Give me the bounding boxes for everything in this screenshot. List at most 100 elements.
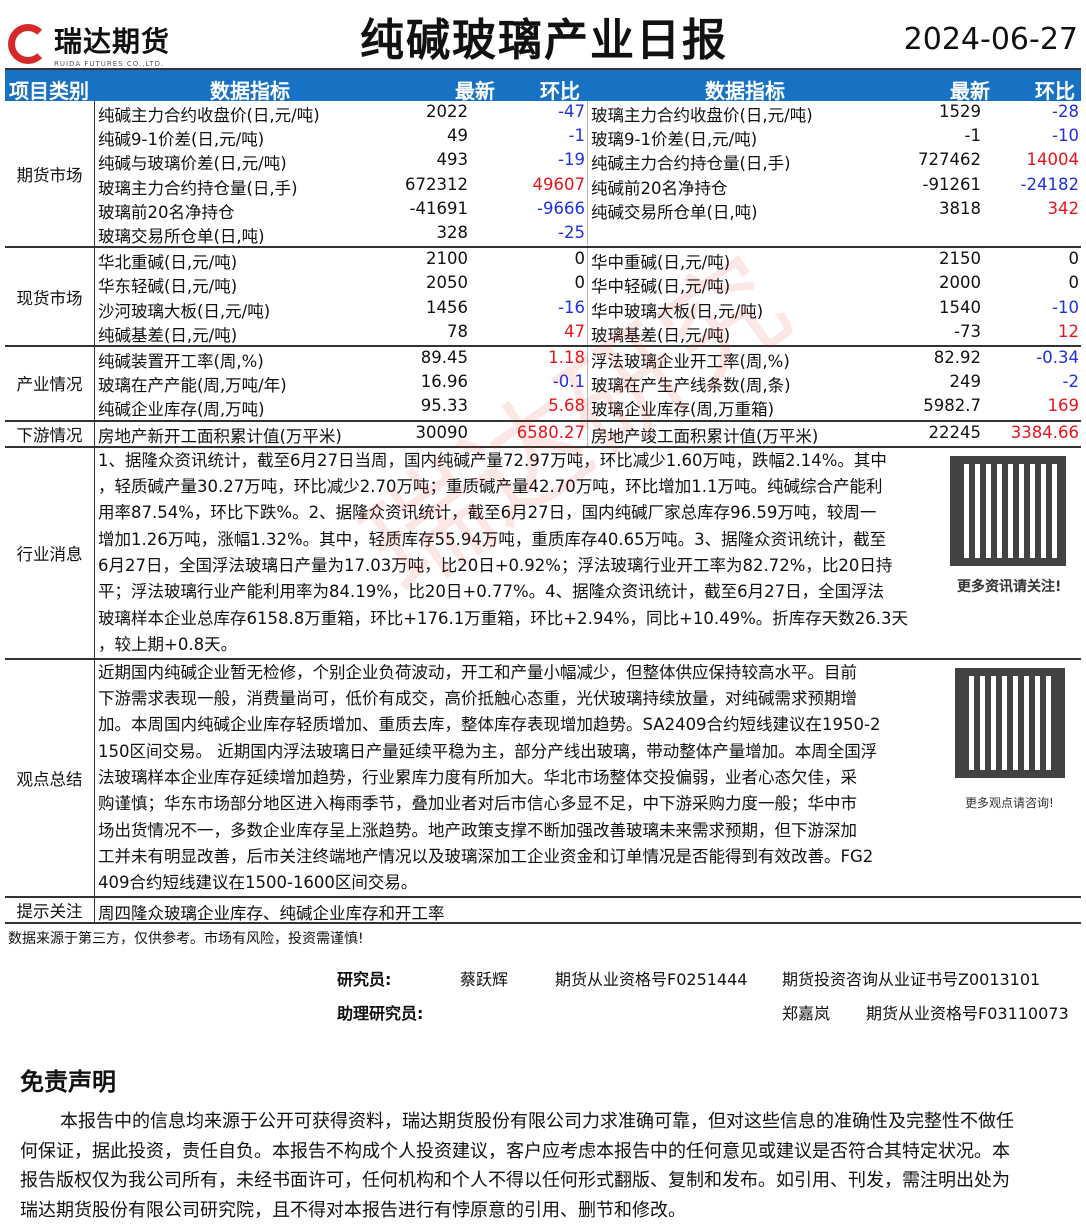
change-value: 1.18 <box>548 347 585 367</box>
latest-value-2: -73 <box>954 321 981 341</box>
section-1: 现货市场 华北重碱(日,元/吨) 2100 0 华中重碱(日,元/吨) 2150 0 华东轻碱… <box>5 248 1081 347</box>
change-value: -47 <box>558 102 585 121</box>
indicator-2: 玻璃主力合约收盘价(日,元/吨) <box>591 106 813 125</box>
indicator-2: 华中轻碱(日,元/吨) <box>591 277 731 297</box>
latest-value: 2050 <box>426 273 468 293</box>
table-row: 纯碱与玻璃价差(日,元/吨) 493 -19 纯碱主力合约持仓量(日,手) 727462… <box>5 149 1081 173</box>
indicator: 玻璃交易所仓单(日,吨) <box>98 226 265 246</box>
disclaimer-line: 何保证，据此投资，责任自负。本报告不构成个人投资建议，客户应考虑本报告中的任何意… <box>20 1140 1010 1162</box>
change-value-2: -10 <box>1052 297 1079 317</box>
change-value: -0.1 <box>552 372 585 392</box>
section-0: 期货市场 纯碱主力合约收盘价(日,元/吨) 2022 -47 玻璃主力合约收盘价(日,元… <box>5 101 1081 249</box>
views-line: 加。本周国内纯碱企业库存轻质增加、重质去库，整体库存表现增加趋势。SA2409合… <box>98 715 881 735</box>
latest-value-2: 1540 <box>939 297 981 317</box>
table-header: 项目类别 数据指标 最新 环比 数据指标 最新 环比 <box>5 68 1081 103</box>
table-row: 玻璃主力合约持仓量(日,手) 672312 49607 纯碱前20名净持仓 -91261… <box>5 174 1081 198</box>
latest-value: 89.45 <box>420 347 468 367</box>
change-value: 0 <box>574 273 586 293</box>
disclaimer-title: 免责声明 <box>20 1068 116 1096</box>
category-label: 行业消息 <box>5 447 95 658</box>
table-row: 华东轻碱(日,元/吨) 2050 0 华中轻碱(日,元/吨) 2000 0 <box>5 272 1081 296</box>
wechat-qr-code-icon <box>955 667 1065 778</box>
indicator-2: 玻璃9-1价差(日,元/吨) <box>591 130 758 150</box>
tips-section: 提示关注 周四隆众玻璃企业库存、纯碱企业库存和开工率 <box>5 897 1081 924</box>
change-value: 47 <box>564 321 585 341</box>
disclaimer-body: 本报告中的信息均来源于公开可获得资料，瑞达期货股份有限公司力求准确可靠，但对这些… <box>20 1107 1014 1225</box>
tips-text: 周四隆众玻璃企业库存、纯碱企业库存和开工率 <box>98 903 445 923</box>
table-row: 玻璃在产产能(周,万吨/年) 16.96 -0.1 玻璃在产生产线条数(周,条) 249… <box>5 371 1081 395</box>
indicator: 纯碱基差(日,元/吨) <box>98 325 238 345</box>
category-label: 期货市场 <box>5 101 95 247</box>
category-label: 提示关注 <box>5 897 95 922</box>
latest-value-2: 249 <box>949 372 982 392</box>
col-latest: 最新 <box>455 79 495 103</box>
indicator-2: 浮法玻璃企业开工率(周,%) <box>591 351 790 371</box>
change-value-2: 0 <box>1068 249 1080 269</box>
company-logo: 瑞达期货 RUIDA FUTURES CO.,LTD. <box>8 20 170 68</box>
latest-value-2: 727462 <box>918 150 981 170</box>
indicator-2: 房地产竣工面积累计值(万平米) <box>591 426 819 446</box>
column-divider <box>587 421 588 446</box>
indicator-2: 纯碱前20名净持仓 <box>591 178 728 198</box>
latest-value-2: -91261 <box>922 174 981 194</box>
views-section: 观点总结 近期国内纯碱企业暂无检修，个别企业负荷波动，开工和产量小幅减少，但整体… <box>5 659 1081 898</box>
logo-text: 瑞达期货 <box>54 25 171 58</box>
table-row: 玻璃前20名净持仓 -41691 -9666 纯碱交易所仓单(日,吨) 3818 342 <box>5 198 1081 222</box>
data-table: 项目类别 数据指标 最新 环比 数据指标 最新 环比 期货市场 纯碱主力合约收盘价… <box>5 68 1081 924</box>
news-line: 平；浮法玻璃行业产能利用率为84.19%，比20日+0.77%。4、据隆众资讯统… <box>98 582 885 602</box>
col-indicator-2: 数据指标 <box>705 79 785 103</box>
latest-value: 30090 <box>415 422 469 442</box>
table-row: 纯碱主力合约收盘价(日,元/吨) 2022 -47 玻璃主力合约收盘价(日,元/吨) 1… <box>5 101 1081 125</box>
table-row: 纯碱装置开工率(周,%) 89.45 1.18 浮法玻璃企业开工率(周,%) 82.92… <box>5 347 1081 371</box>
news-line: ，轻质碱产量30.27万吨，环比减少2.70万吨；重质碱产量42.70万吨，环比… <box>98 477 883 497</box>
views-line: 购谨慎；华东市场部分地区进入梅雨季节，叠加业者对后市信心多显不足，中下游采购力度… <box>98 794 857 814</box>
indicator: 纯碱9-1价差(日,元/吨) <box>98 130 265 150</box>
change-value-2: 3384.66 <box>1010 422 1079 442</box>
indicator: 玻璃在产产能(周,万吨/年) <box>98 376 287 396</box>
category-label: 现货市场 <box>5 248 95 345</box>
col-change: 环比 <box>540 79 580 103</box>
views-line: 工并未有明显改善，后市关注终端地产情况以及玻璃深加工企业资金和订单情况是否能得到… <box>98 846 874 866</box>
table-row: 玻璃交易所仓单(日,吨) 328 -25 <box>5 222 1081 246</box>
indicator-2: 华中玻璃大板(日,元/吨) <box>591 301 764 321</box>
change-value-2: -2 <box>1062 372 1079 392</box>
indicator-2: 玻璃基差(日,元/吨) <box>591 325 731 345</box>
researcher-cert: 期货从业资格号F0251444 <box>555 970 748 989</box>
news-line: 1、据隆众资讯统计，截至6月27日当周，国内纯碱产量72.97万吨，环比减少1.… <box>98 450 887 470</box>
change-value: 0 <box>574 249 586 269</box>
source-note: 数据来源于第三方，仅供参考。市场有风险，投资需谨慎! <box>8 931 364 947</box>
latest-value: 2100 <box>426 249 468 269</box>
latest-value-2: 82.92 <box>933 347 981 367</box>
change-value: -1 <box>568 126 585 146</box>
indicator: 华北重碱(日,元/吨) <box>98 253 238 273</box>
latest-value: 672312 <box>405 174 468 194</box>
qr-caption: 更多观点请咨询! <box>965 795 1054 810</box>
indicator: 纯碱企业库存(周,万吨) <box>98 400 265 420</box>
researcher-consult-cert: 期货投资咨询从业证书号Z0013101 <box>782 970 1041 989</box>
col-indicator: 数据指标 <box>210 79 290 103</box>
change-value-2: 0 <box>1068 273 1080 293</box>
latest-value: 493 <box>436 150 469 170</box>
category-label: 观点总结 <box>5 659 95 896</box>
indicator-2: 纯碱交易所仓单(日,吨) <box>591 202 758 222</box>
report-title: 纯碱玻璃产业日报 <box>360 15 728 66</box>
logo-icon <box>8 24 48 64</box>
table-row: 华北重碱(日,元/吨) 2100 0 华中重碱(日,元/吨) 2150 0 <box>5 248 1081 272</box>
table-row: 房地产新开工面积累计值(万平米) 30090 6580.27 房地产竣工面积累计值(万… <box>5 422 1081 446</box>
latest-value: 49 <box>447 126 468 146</box>
researcher-label: 研究员: <box>337 970 392 989</box>
indicator: 华东轻碱(日,元/吨) <box>98 277 238 297</box>
category-label: 下游情况 <box>5 421 95 446</box>
indicator-2: 玻璃企业库存(周,万重箱) <box>591 400 775 420</box>
latest-value-2: 2150 <box>939 249 981 269</box>
indicator-2: 纯碱主力合约持仓量(日,手) <box>591 154 791 174</box>
change-value-2: -28 <box>1052 102 1079 121</box>
qr-caption: 更多资讯请关注! <box>957 578 1062 595</box>
change-value: -19 <box>558 150 585 170</box>
views-line: 场出货情况不一，多数企业库存呈上涨趋势。地产政策支撑不断加强改善玻璃未来需求预期… <box>98 820 857 840</box>
latest-value-2: 1529 <box>939 102 981 121</box>
latest-value-2: 5982.7 <box>923 396 981 416</box>
indicator: 玻璃前20名净持仓 <box>98 202 235 222</box>
views-line: 150区间交易。 近期国内浮法玻璃日产量延续平稳为主，部分产线出玻璃，带动整体产… <box>98 741 878 761</box>
change-value: -9666 <box>537 198 585 218</box>
